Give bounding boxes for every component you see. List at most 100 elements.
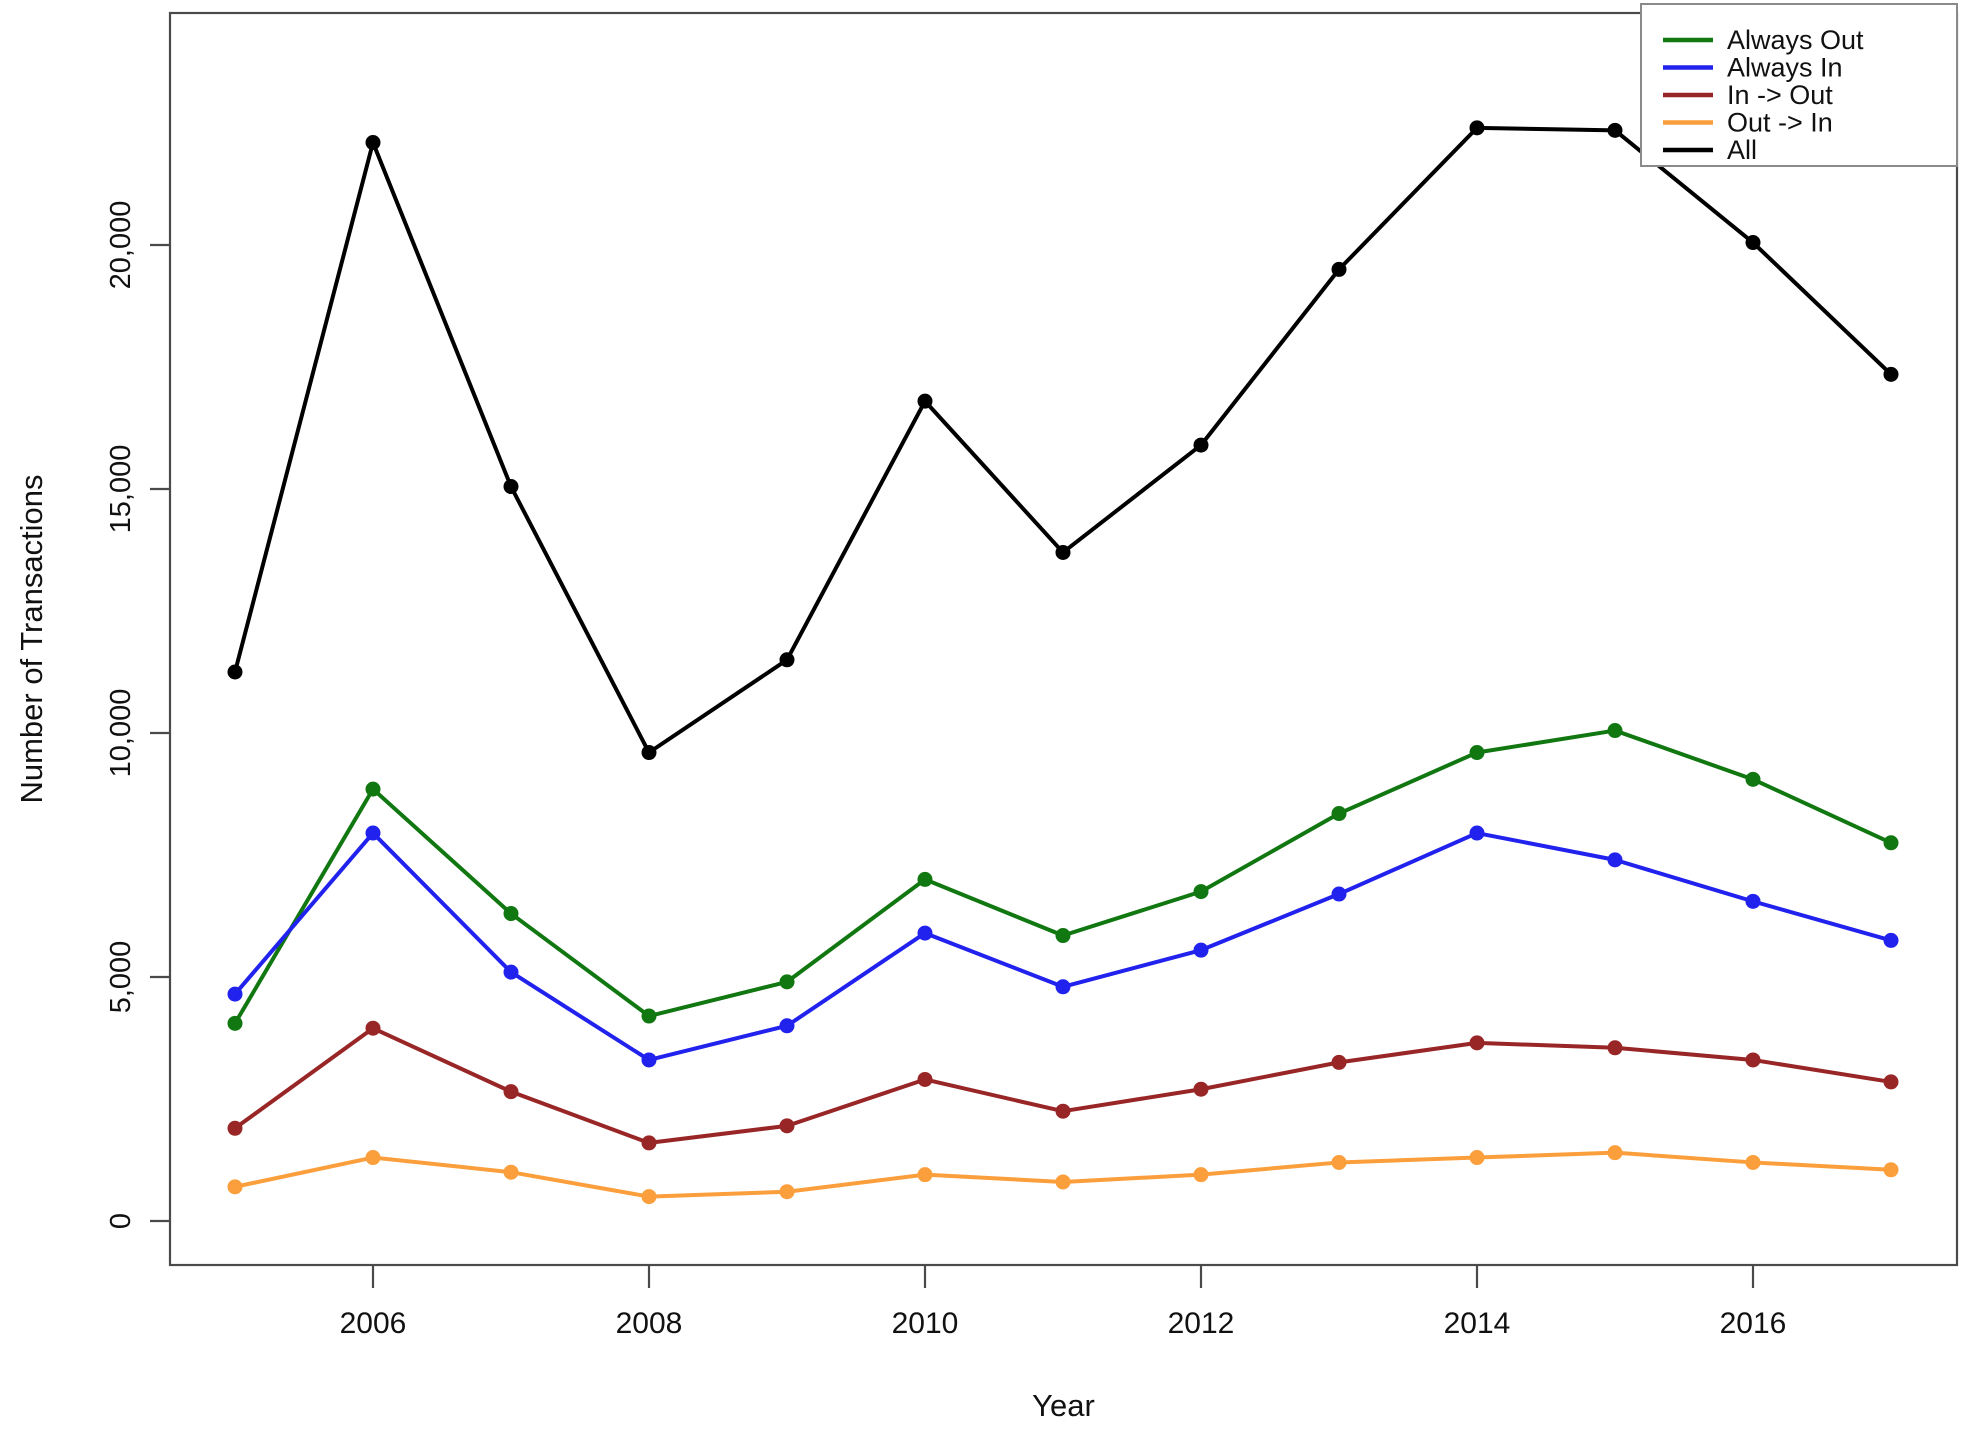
y-tick-label: 20,000: [105, 201, 137, 290]
y-axis: 0 5,000 10,000 15,000 20,000: [105, 201, 170, 1229]
legend-label: Always In: [1727, 53, 1843, 83]
data-point: [503, 1164, 519, 1180]
x-tick-label: 2016: [1720, 1307, 1787, 1340]
data-point: [641, 1008, 657, 1024]
y-axis-title: Number of Transactions: [14, 474, 49, 803]
data-point: [1607, 1040, 1623, 1056]
plot-box: [168, 11, 1959, 1267]
data-point: [227, 664, 243, 680]
data-point: [917, 871, 933, 887]
data-point: [227, 986, 243, 1002]
y-tick-label: 15,000: [105, 445, 137, 534]
x-tick-label: 2006: [340, 1307, 407, 1340]
legend-item: In -> Out: [1663, 80, 1833, 110]
series-all: [227, 120, 1899, 761]
series-always-out: [227, 723, 1899, 1031]
data-point: [1331, 1154, 1347, 1170]
data-point: [1883, 932, 1899, 948]
data-point: [1469, 1150, 1485, 1166]
legend-item: All: [1663, 135, 1757, 165]
data-point: [1469, 1035, 1485, 1051]
data-point: [227, 1179, 243, 1195]
data-point: [1469, 745, 1485, 761]
data-point: [1193, 437, 1209, 453]
data-point: [1055, 544, 1071, 560]
x-tick-label: 2012: [1168, 1307, 1235, 1340]
data-point: [1469, 825, 1485, 841]
data-point: [503, 964, 519, 980]
data-point: [503, 906, 519, 922]
x-tick-label: 2008: [616, 1307, 683, 1340]
data-point: [1055, 928, 1071, 944]
data-point: [779, 974, 795, 990]
data-point: [1331, 261, 1347, 277]
data-point: [1469, 120, 1485, 136]
data-point: [1883, 366, 1899, 382]
data-point: [1745, 1154, 1761, 1170]
data-point: [1607, 723, 1623, 739]
data-point: [1331, 886, 1347, 902]
x-tick-label: 2014: [1444, 1307, 1511, 1340]
series-out-in: [227, 1145, 1899, 1205]
data-point: [503, 1084, 519, 1100]
data-point: [365, 1020, 381, 1036]
legend-label: Out -> In: [1727, 108, 1833, 138]
data-point: [1193, 942, 1209, 958]
data-point: [641, 1135, 657, 1151]
legend-label: All: [1727, 135, 1757, 165]
data-point: [779, 1118, 795, 1134]
data-point: [1607, 1145, 1623, 1161]
data-point: [227, 1120, 243, 1136]
data-point: [1883, 1162, 1899, 1178]
data-point: [1331, 1054, 1347, 1070]
data-point: [365, 135, 381, 151]
data-point: [917, 1167, 933, 1183]
series-always-in: [227, 825, 1899, 1068]
data-point: [641, 745, 657, 761]
data-point: [503, 479, 519, 495]
data-point: [1193, 1167, 1209, 1183]
data-point: [1193, 1081, 1209, 1097]
data-point: [1193, 884, 1209, 900]
data-point: [779, 1184, 795, 1200]
data-point: [1745, 1052, 1761, 1068]
data-point: [779, 1018, 795, 1034]
data-point: [1883, 1074, 1899, 1090]
data-point: [1331, 806, 1347, 822]
y-tick-label: 10,000: [105, 689, 137, 778]
data-point: [1607, 122, 1623, 138]
legend-label: Always Out: [1727, 25, 1864, 55]
data-point: [917, 925, 933, 941]
data-point: [779, 652, 795, 668]
legend-item: Out -> In: [1663, 108, 1833, 138]
data-point: [1055, 979, 1071, 995]
data-point: [1607, 852, 1623, 868]
x-tick-label: 2010: [892, 1307, 959, 1340]
data-point: [641, 1052, 657, 1068]
data-point: [1745, 893, 1761, 909]
data-point: [917, 1071, 933, 1087]
data-point: [1745, 771, 1761, 787]
data-point: [1883, 835, 1899, 851]
legend-item: Always In: [1663, 53, 1843, 83]
y-tick-label: 5,000: [105, 941, 137, 1014]
legend-label: In -> Out: [1727, 80, 1833, 110]
y-tick-label: 0: [105, 1213, 137, 1229]
data-point: [641, 1189, 657, 1205]
data-point: [1055, 1174, 1071, 1190]
legend-item: Always Out: [1663, 25, 1864, 55]
legend-box: [1640, 3, 1958, 167]
data-point: [917, 393, 933, 409]
data-point: [1055, 1103, 1071, 1119]
data-point: [1745, 235, 1761, 251]
data-point: [365, 825, 381, 841]
series-in-out: [227, 1020, 1899, 1151]
x-axis-title: Year: [1032, 1388, 1095, 1423]
data-point: [365, 1150, 381, 1166]
data-point: [227, 1015, 243, 1031]
data-point: [365, 781, 381, 797]
